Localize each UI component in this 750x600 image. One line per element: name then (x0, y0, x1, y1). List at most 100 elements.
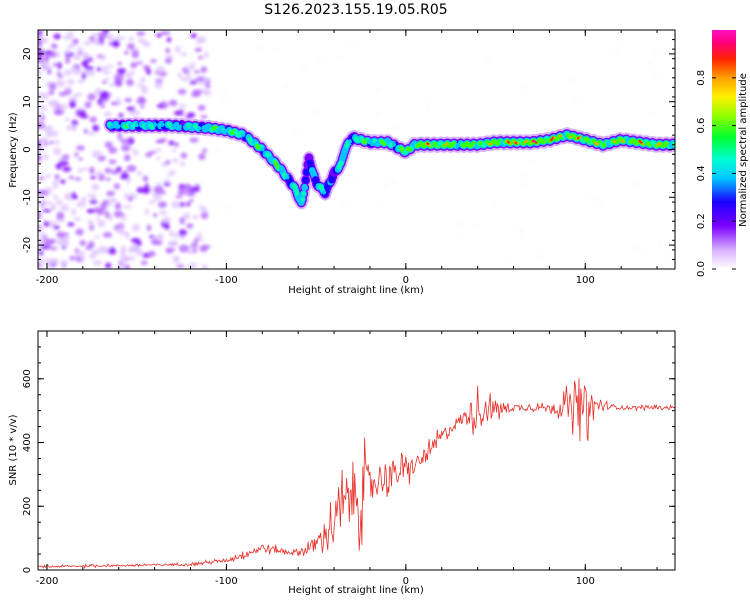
noise-blob (101, 80, 107, 84)
noise-blob (72, 38, 79, 45)
snr-series-line (38, 378, 675, 569)
noise-blob (179, 162, 186, 167)
noise-speck (426, 108, 429, 111)
noise-blob (198, 153, 206, 161)
noise-speck (224, 87, 227, 90)
ridge-cell (391, 142, 397, 147)
noise-blob (104, 141, 113, 149)
noise-blob (71, 64, 77, 71)
noise-blob (53, 110, 64, 116)
noise-blob (144, 208, 150, 216)
noise-blob (43, 220, 50, 227)
ridge-cell (268, 155, 273, 161)
noise-speck (541, 255, 544, 258)
noise-speck (215, 149, 218, 152)
noise-blob (121, 144, 131, 152)
noise-blob (178, 187, 183, 196)
noise-blob (43, 50, 53, 55)
noise-blob (136, 31, 146, 36)
noise-blob (148, 250, 156, 257)
noise-blob (52, 182, 59, 189)
ridge-cell (300, 197, 305, 202)
noise-blob (75, 177, 82, 181)
noise-blob (200, 66, 208, 73)
noise-speck (392, 180, 395, 183)
ridge-cell (177, 124, 182, 130)
noise-speck (635, 246, 638, 249)
ridge-cell (171, 123, 176, 129)
noise-blob (120, 138, 130, 144)
noise-speck (273, 48, 276, 51)
noise-blob (77, 51, 83, 55)
noise-blob (124, 264, 131, 269)
noise-blob (126, 165, 137, 172)
y-tick-label: 400 (22, 433, 33, 452)
noise-blob (145, 151, 152, 158)
noise-blob (90, 183, 100, 191)
noise-blob (201, 264, 208, 269)
noise-blob (55, 51, 61, 59)
noise-blob (114, 202, 122, 210)
noise-blob (63, 69, 73, 76)
noise-blob (79, 239, 87, 246)
noise-blob (64, 117, 70, 122)
noise-blob (128, 111, 137, 116)
noise-blob (38, 69, 42, 77)
noise-blob (75, 145, 85, 151)
noise-blob (66, 124, 72, 131)
noise-blob (123, 192, 129, 200)
noise-blob (136, 61, 143, 65)
noise-blob (165, 248, 174, 254)
noise-blob (174, 257, 180, 261)
noise-speck (394, 126, 397, 129)
noise-speck (384, 185, 387, 188)
noise-blob (100, 201, 108, 210)
colorbar: 0.0 0.2 0.4 0.6 0.8 Normalized spectral ampl… (696, 30, 749, 277)
noise-blob (148, 200, 156, 205)
noise-blob (188, 262, 197, 269)
noise-blob (108, 83, 118, 87)
noise-blob (79, 114, 89, 119)
noise-speck (293, 130, 296, 133)
noise-blob (165, 47, 171, 54)
ridge-cell (455, 143, 460, 149)
y-tick-label: 200 (22, 497, 33, 516)
noise-blob (126, 177, 132, 184)
noise-blob (44, 125, 54, 130)
noise-blob (165, 160, 171, 165)
noise-blob (177, 72, 183, 78)
ridge-cell (535, 141, 538, 144)
y-tick-label: 600 (22, 369, 33, 388)
noise-speck (616, 50, 619, 53)
noise-blob (53, 147, 62, 156)
noise-blob (132, 151, 139, 156)
noise-blob (76, 200, 87, 208)
colorbar-tick-label: 0.2 (696, 213, 707, 229)
noise-blob (63, 49, 72, 54)
noise-blob (153, 193, 162, 201)
noise-blob (71, 124, 77, 131)
ridge-cell (152, 122, 158, 127)
noise-blob (71, 191, 76, 199)
noise-blob (45, 173, 51, 179)
noise-blob (117, 61, 122, 66)
noise-speck (649, 61, 652, 64)
noise-blob (136, 83, 145, 88)
noise-blob (135, 248, 144, 256)
noise-blobs (38, 30, 673, 269)
noise-blob (128, 36, 135, 42)
ridge-cell (339, 160, 344, 165)
noise-blob (100, 103, 106, 108)
noise-speck (522, 235, 525, 238)
noise-blob (84, 66, 95, 71)
noise-blob (142, 42, 152, 48)
x-tick-label: -100 (215, 275, 238, 286)
noise-blob (180, 76, 189, 82)
noise-blob (97, 245, 108, 254)
noise-blob (48, 90, 55, 96)
colorbar-gradient (712, 30, 736, 269)
snr-frame (37, 330, 676, 571)
noise-blob (120, 249, 126, 257)
noise-blob (119, 255, 128, 262)
